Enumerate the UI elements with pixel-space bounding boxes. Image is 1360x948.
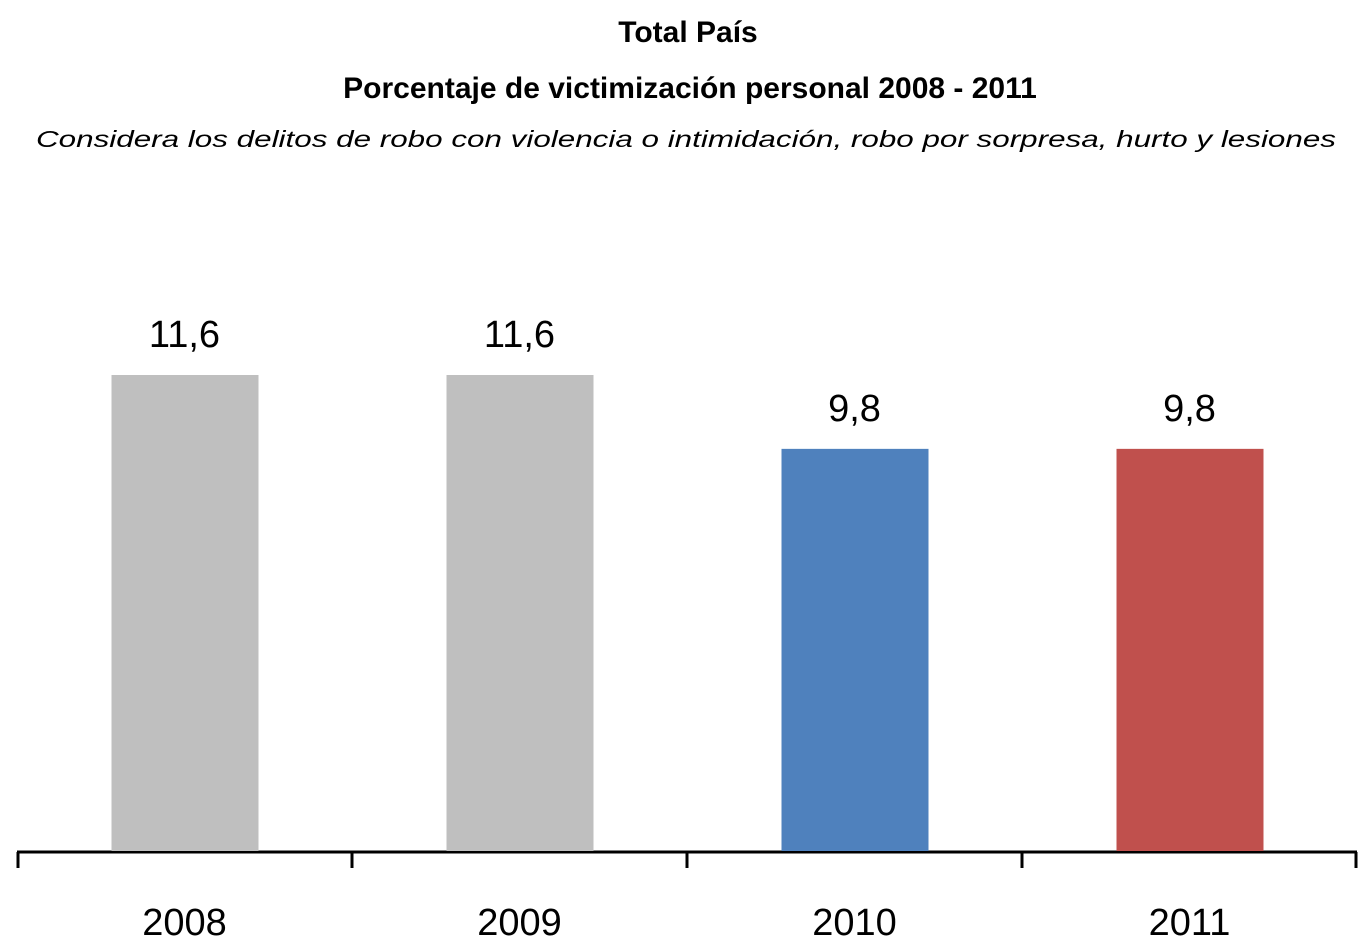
chart-note: Considera los delitos de robo con violen… (36, 126, 1337, 152)
chart-subtitle: Porcentaje de victimización personal 200… (343, 72, 1037, 105)
x-tick-label: 2011 (1149, 902, 1231, 944)
bar (781, 448, 929, 851)
x-tick-label: 2008 (142, 902, 227, 944)
data-label: 11,6 (149, 314, 220, 356)
data-label: 11,6 (484, 314, 555, 356)
bar (446, 375, 594, 851)
x-tick-label: 2009 (477, 902, 562, 944)
bar (1116, 448, 1264, 851)
data-label: 9,8 (828, 388, 881, 430)
chart-title: Total País (618, 16, 757, 49)
data-label: 9,8 (1163, 388, 1216, 430)
bar (111, 375, 259, 851)
x-tick-label: 2010 (812, 902, 897, 944)
x-axis (16, 850, 1358, 868)
